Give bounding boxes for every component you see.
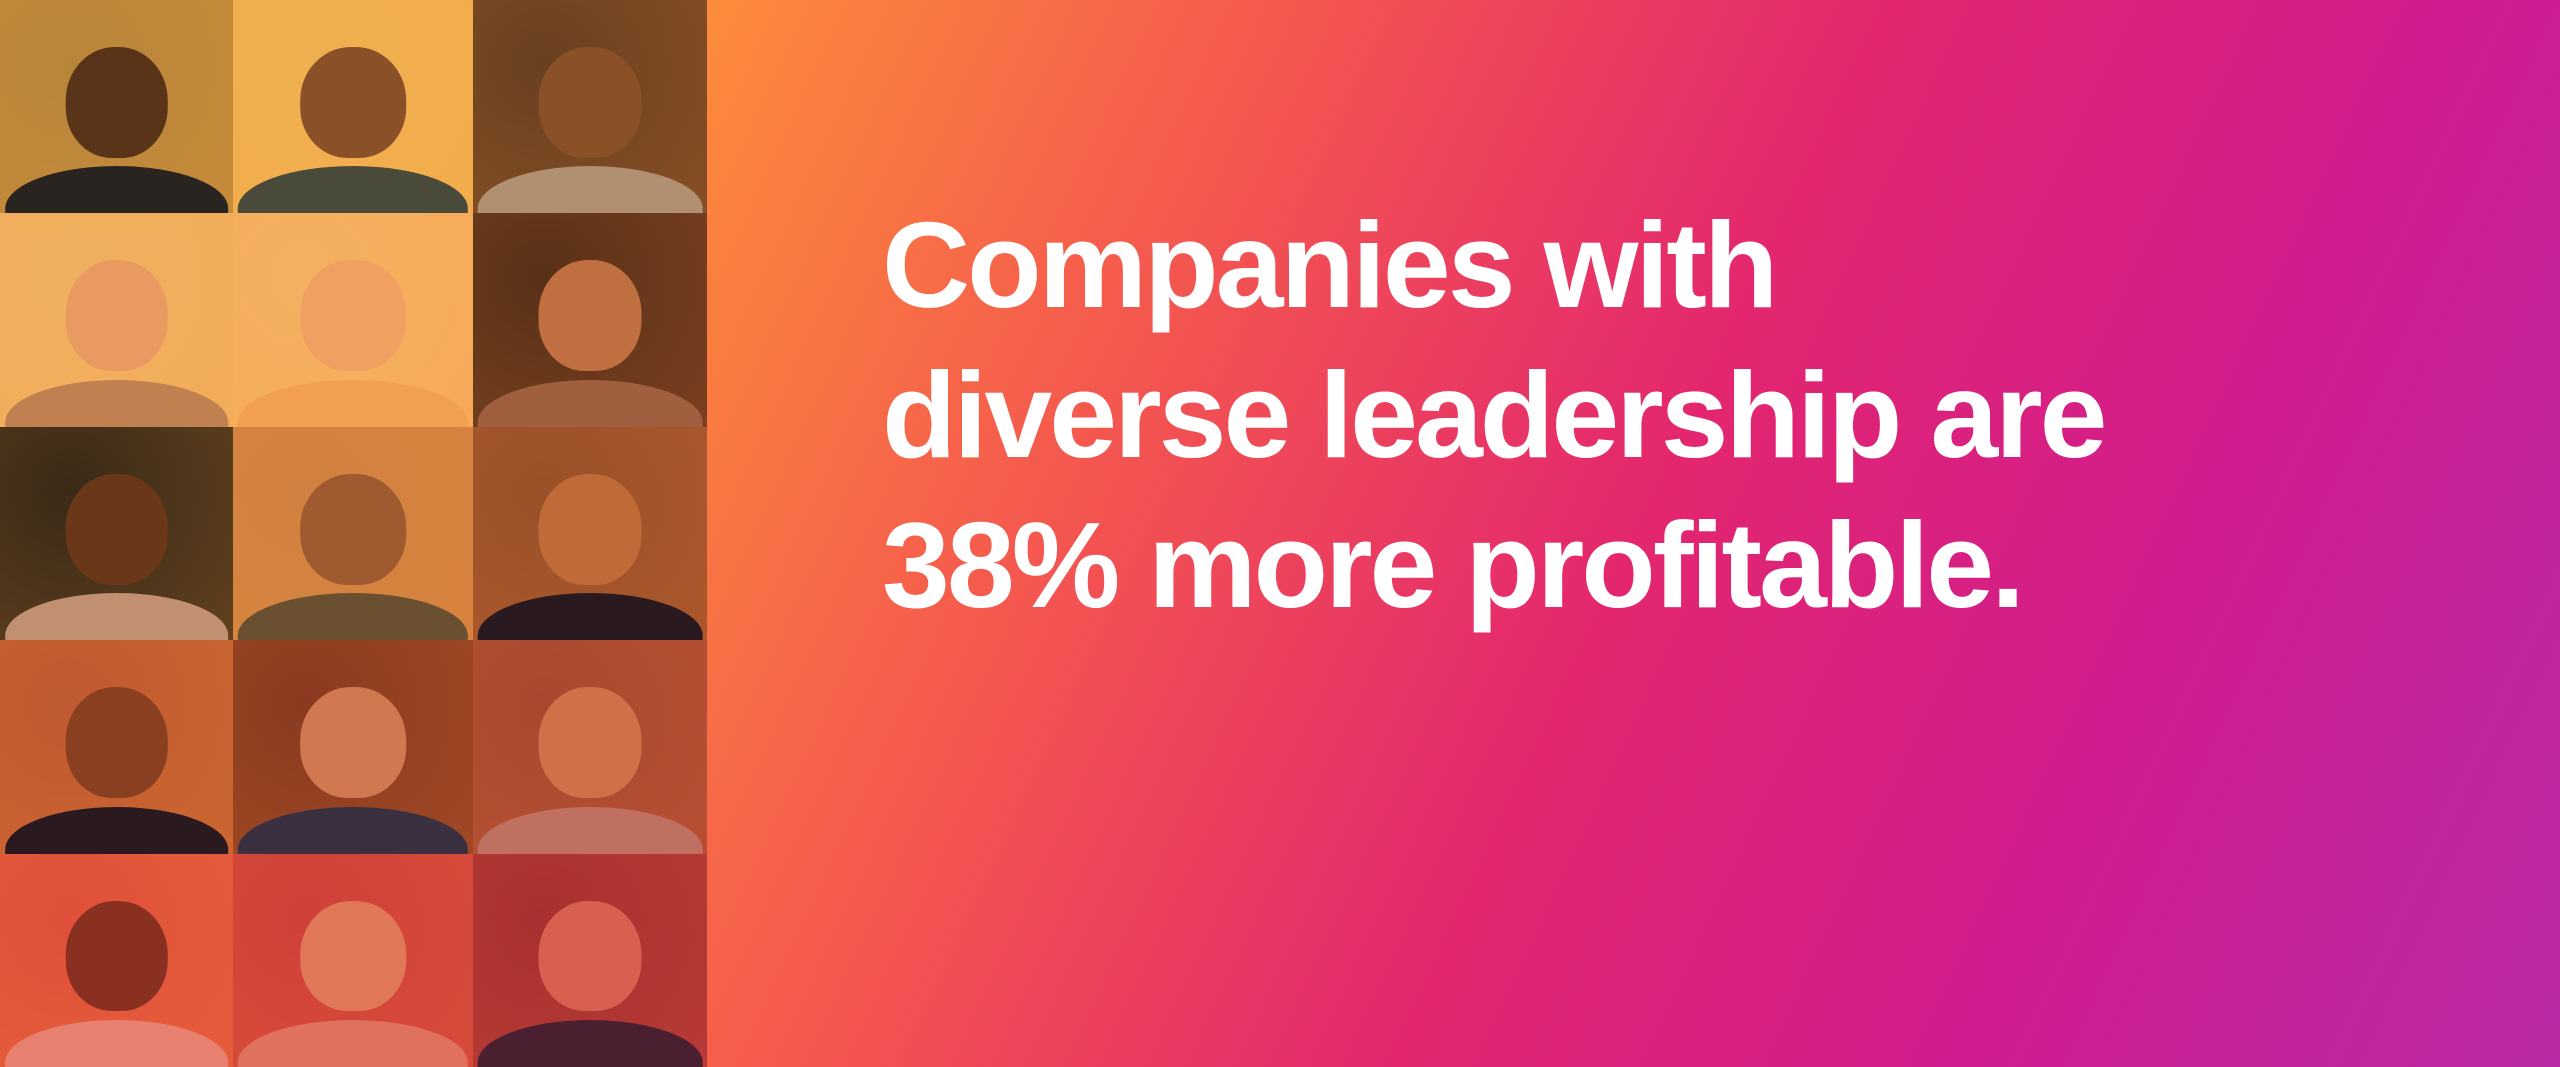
person-face <box>538 260 642 372</box>
person-shoulders <box>237 593 469 641</box>
headline-line-3: 38% more profitable. <box>882 497 2025 633</box>
person-face <box>300 473 406 585</box>
portrait-photo <box>0 0 233 214</box>
person-shoulders <box>477 379 703 427</box>
portrait-photo <box>233 853 473 1067</box>
person-shoulders <box>477 166 703 214</box>
person-shoulders <box>4 166 229 214</box>
person-face <box>538 687 642 799</box>
portrait-photo <box>0 213 233 427</box>
person-shoulders <box>4 593 229 641</box>
headline-line-1: Companies with <box>882 197 1778 333</box>
person-shoulders <box>477 806 703 854</box>
person-face <box>538 46 642 158</box>
portrait-photo <box>473 640 707 854</box>
portrait-photo <box>473 853 707 1067</box>
person-face <box>65 900 168 1012</box>
photo-grid <box>0 0 707 1067</box>
person-shoulders <box>237 806 469 854</box>
portrait-photo <box>233 0 473 214</box>
person-shoulders <box>4 1020 229 1067</box>
person-face <box>538 900 642 1012</box>
portrait-photo <box>0 426 233 641</box>
person-face <box>300 687 406 799</box>
headline: Companies with diverse leadership are 38… <box>882 190 2108 640</box>
person-shoulders <box>237 379 469 427</box>
person-face <box>65 46 168 158</box>
portrait-photo <box>473 213 707 427</box>
person-face <box>65 687 168 799</box>
person-face <box>65 473 168 585</box>
person-face <box>300 260 406 372</box>
person-shoulders <box>4 806 229 854</box>
person-face <box>538 473 642 585</box>
portrait-photo <box>233 640 473 854</box>
portrait-photo <box>233 426 473 641</box>
person-face <box>300 900 406 1012</box>
person-shoulders <box>477 593 703 641</box>
person-face <box>65 260 168 372</box>
person-shoulders <box>237 1020 469 1067</box>
person-shoulders <box>237 166 469 214</box>
portrait-photo <box>473 0 707 214</box>
person-face <box>300 46 406 158</box>
headline-line-2: diverse leadership are <box>882 347 2108 483</box>
person-shoulders <box>477 1020 703 1067</box>
portrait-photo <box>0 640 233 854</box>
portrait-photo <box>233 213 473 427</box>
person-shoulders <box>4 379 229 427</box>
portrait-photo <box>473 426 707 641</box>
portrait-photo <box>0 853 233 1067</box>
